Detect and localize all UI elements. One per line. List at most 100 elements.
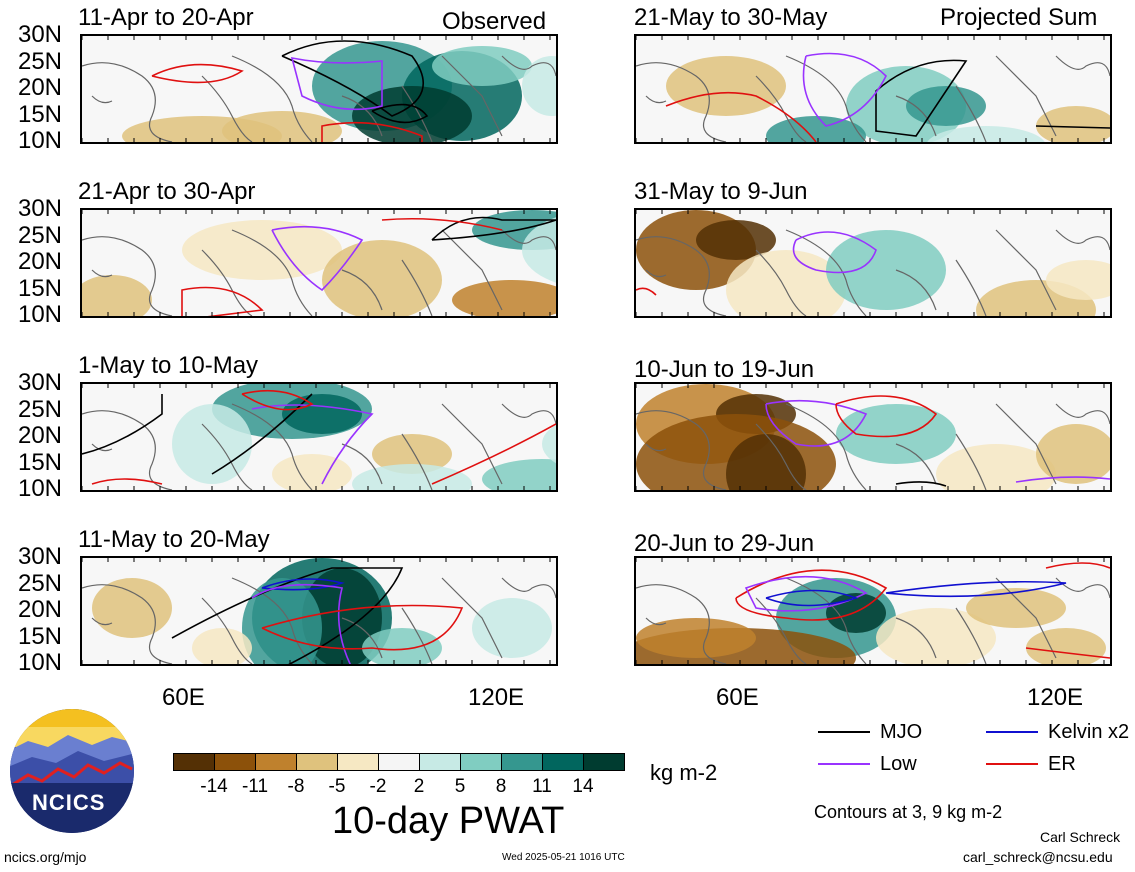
coastline bbox=[441, 55, 503, 137]
observed-label: Observed bbox=[442, 8, 547, 35]
author-email[interactable]: carl_schreck@ncsu.edu bbox=[963, 849, 1113, 865]
lat-tick-label: 25N bbox=[17, 221, 62, 249]
coastline bbox=[995, 403, 1057, 485]
coastline bbox=[401, 259, 433, 316]
contour-low bbox=[765, 399, 868, 447]
author-name: Carl Schreck bbox=[1040, 829, 1121, 845]
pwat-field bbox=[82, 210, 556, 316]
colorbar-swatch bbox=[337, 753, 379, 771]
lat-tick-label: 10N bbox=[17, 475, 62, 502]
pwat-anomaly-region bbox=[362, 628, 442, 664]
legend-label: MJO bbox=[880, 721, 923, 743]
colorbar-title: 10-day PWAT bbox=[332, 800, 565, 842]
coastline bbox=[401, 85, 433, 142]
lat-tick-label: 15N bbox=[17, 448, 62, 476]
pwat-field bbox=[636, 558, 1110, 664]
contour-er bbox=[1025, 647, 1110, 659]
lat-tick-label: 20N bbox=[17, 248, 62, 275]
coastline bbox=[231, 55, 313, 142]
coastline bbox=[341, 443, 383, 485]
coastline bbox=[91, 95, 113, 104]
legend-label: Kelvin x2 bbox=[1048, 721, 1130, 743]
coastline bbox=[82, 410, 173, 490]
coastline bbox=[645, 443, 667, 452]
legend-label: ER bbox=[1048, 753, 1076, 775]
pwat-anomaly-region bbox=[726, 434, 806, 490]
pwat-anomaly-region bbox=[542, 424, 556, 464]
pwat-anomaly-region bbox=[836, 404, 956, 464]
lat-tick-label: 25N bbox=[17, 47, 62, 75]
coastline bbox=[955, 259, 987, 316]
pwat-anomaly-region bbox=[522, 217, 556, 283]
timestamp: Wed 2025-05-21 1016 UTC bbox=[502, 852, 625, 863]
pwat-anomaly-region bbox=[636, 618, 756, 658]
coastline bbox=[636, 236, 727, 316]
coastline bbox=[231, 403, 313, 490]
contour-kelvin-x2 bbox=[261, 578, 345, 591]
pwat-anomaly-region bbox=[452, 280, 556, 316]
coastline bbox=[785, 403, 867, 490]
contour-er bbox=[261, 604, 464, 651]
contour-mjo bbox=[895, 481, 947, 487]
pwat-field bbox=[82, 558, 556, 664]
colorbar-tick-label: 11 bbox=[532, 776, 552, 797]
pwat-anomaly-region bbox=[372, 434, 452, 474]
pwat-field bbox=[636, 384, 1110, 490]
lat-tick-label: 20N bbox=[17, 596, 62, 623]
colorbar-tick-label: 2 bbox=[413, 776, 425, 797]
lon-tick-120e-left: 120E bbox=[468, 684, 525, 711]
coastline bbox=[91, 443, 113, 452]
pwat-anomaly-region bbox=[966, 588, 1066, 628]
colorbar-swatch bbox=[378, 753, 420, 771]
contour-er bbox=[181, 286, 264, 316]
coastline bbox=[501, 55, 556, 77]
lat-tick-label: 30N bbox=[17, 543, 62, 570]
colorbar-tick-label: -2 bbox=[369, 776, 387, 797]
colorbar-swatch bbox=[501, 753, 543, 771]
coastline bbox=[401, 433, 433, 490]
lat-tick-label: 15N bbox=[17, 622, 62, 650]
coastline bbox=[91, 269, 113, 278]
coastline bbox=[501, 577, 556, 599]
coastline bbox=[955, 433, 987, 490]
panel-title-6: 31-May to 9-Jun bbox=[634, 178, 808, 205]
coastline bbox=[645, 269, 667, 278]
contour-er bbox=[835, 395, 938, 438]
lat-tick-label: 20N bbox=[17, 422, 62, 449]
colorbar-tick-label: 14 bbox=[572, 776, 594, 797]
coastline bbox=[955, 85, 987, 142]
contour-mjo bbox=[875, 59, 968, 137]
pwat-anomaly-region bbox=[1046, 260, 1110, 300]
colorbar-swatch bbox=[296, 753, 338, 771]
panel-title-4: 11-May to 20-May bbox=[78, 526, 270, 553]
coastline bbox=[82, 62, 173, 142]
pwat-field bbox=[82, 384, 556, 490]
pwat-anomaly-region bbox=[432, 46, 532, 86]
lat-tick-label: 15N bbox=[17, 274, 62, 302]
site-url[interactable]: ncics.org/mjo bbox=[4, 849, 87, 865]
colorbar-swatch bbox=[214, 753, 256, 771]
lon-tick-120e-right: 120E bbox=[1027, 684, 1084, 711]
pwat-anomaly-region bbox=[1026, 628, 1106, 664]
coastline bbox=[895, 269, 937, 311]
pwat-anomaly-region bbox=[936, 444, 1056, 490]
pwat-anomaly-region bbox=[472, 598, 552, 658]
pwat-anomaly-region bbox=[302, 568, 382, 664]
map-panel-5 bbox=[634, 34, 1112, 144]
coastline bbox=[755, 249, 807, 316]
pwat-anomaly-region bbox=[82, 275, 152, 316]
contour-low bbox=[744, 575, 868, 612]
map-panel-6 bbox=[634, 208, 1112, 318]
panel-title-3: 1-May to 10-May bbox=[78, 352, 259, 379]
lat-tick-label: 10N bbox=[17, 127, 62, 154]
pwat-anomaly-region bbox=[92, 578, 172, 638]
coastline bbox=[341, 95, 383, 137]
contour-er bbox=[381, 217, 503, 231]
colorbar-tick-label: -8 bbox=[287, 776, 305, 797]
contour-low bbox=[802, 52, 887, 127]
colorbar-tick-label: 5 bbox=[454, 776, 466, 797]
contour-mjo bbox=[371, 103, 429, 124]
panel-title-2: 21-Apr to 30-Apr bbox=[78, 178, 256, 205]
contour-mjo bbox=[1035, 125, 1110, 129]
coastline bbox=[755, 423, 807, 490]
